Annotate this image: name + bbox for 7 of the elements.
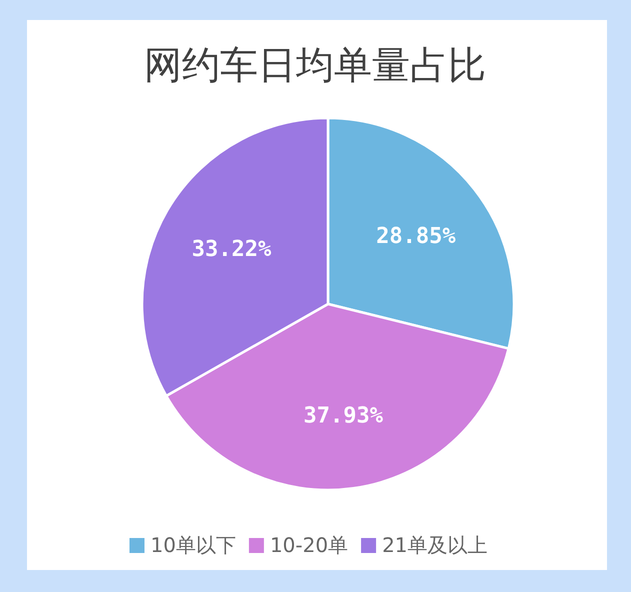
data-label: 33.22% — [192, 236, 272, 262]
legend-label: 21单及以上 — [382, 533, 488, 557]
chart-title: 网约车日均单量占比 — [144, 43, 486, 87]
data-label: 28.85% — [376, 224, 456, 250]
legend-label: 10-20单 — [270, 533, 348, 557]
legend-label: 10单以下 — [150, 533, 236, 557]
data-label: 37.93% — [304, 404, 384, 429]
